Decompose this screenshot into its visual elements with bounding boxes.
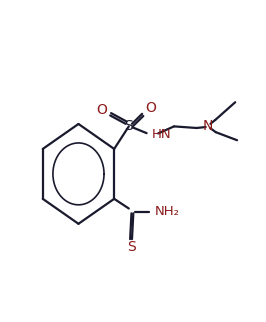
Text: N: N [203, 119, 213, 133]
Text: NH₂: NH₂ [155, 205, 180, 218]
Text: HN: HN [151, 128, 171, 141]
Text: S: S [127, 240, 135, 254]
Text: S: S [124, 119, 133, 133]
Text: O: O [96, 103, 107, 117]
Text: O: O [146, 101, 156, 115]
